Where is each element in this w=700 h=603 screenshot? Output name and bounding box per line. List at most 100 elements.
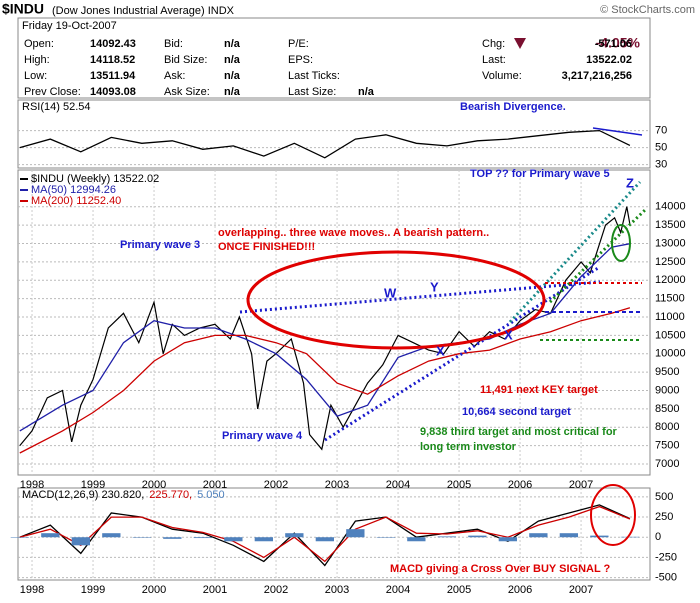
info-label: Last Ticks: bbox=[288, 70, 340, 82]
info-value: 14118.52 bbox=[90, 54, 136, 66]
y-tick-label: 12000 bbox=[655, 274, 686, 286]
histogram-bar bbox=[71, 537, 90, 546]
info-panel: Friday 19-Oct-2007 Open: 14092.43 Bid: n/a P… bbox=[22, 20, 634, 100]
series-line bbox=[19, 504, 631, 567]
histogram-bar bbox=[498, 537, 518, 542]
x-tick-label: 2001 bbox=[203, 479, 227, 491]
y-tick-label: -500 bbox=[655, 571, 677, 583]
info-label: Ask Size: bbox=[164, 86, 210, 98]
x-tick-label: 2003 bbox=[325, 479, 349, 491]
annotation: Y bbox=[430, 279, 439, 294]
x-tick-label: 1998 bbox=[20, 479, 44, 491]
annotation: TOP ?? for Primary wave 5 bbox=[470, 168, 610, 180]
y-tick-label: 70 bbox=[655, 125, 667, 137]
annotation: Primary wave 3 bbox=[120, 239, 200, 251]
y-tick-label: 250 bbox=[655, 511, 673, 523]
y-tick-label: 7500 bbox=[655, 440, 679, 452]
info-label: Bid Size: bbox=[164, 54, 208, 66]
date: Friday 19-Oct-2007 bbox=[22, 20, 117, 32]
x-tick-label: 2001 bbox=[203, 584, 227, 596]
histogram-bar bbox=[41, 533, 60, 538]
info-value: 3,217,216,256 bbox=[561, 70, 632, 82]
legend-label: 225.770, bbox=[149, 489, 192, 501]
y-tick-label: 8000 bbox=[655, 421, 679, 433]
y-tick-label: 10000 bbox=[655, 348, 686, 360]
info-value: 13522.02 bbox=[586, 54, 632, 66]
info-value bbox=[356, 36, 480, 52]
info-box bbox=[17, 17, 651, 99]
histogram-bar bbox=[315, 537, 334, 542]
info-value: 14093.08 bbox=[90, 86, 136, 98]
info-label: High: bbox=[24, 54, 50, 66]
symbol: $INDU bbox=[2, 1, 44, 17]
trendline bbox=[592, 127, 643, 136]
info-label: Open: bbox=[24, 38, 54, 50]
info-value: n/a bbox=[224, 54, 240, 66]
y-tick-label: 10500 bbox=[655, 329, 686, 341]
info-value: n/a bbox=[358, 86, 374, 98]
histogram-bar bbox=[346, 529, 365, 538]
info-label: EPS: bbox=[288, 54, 314, 66]
x-tick-label: 2002 bbox=[264, 479, 288, 491]
legend-label: MACD(12,26,9) 230.820, bbox=[22, 489, 144, 501]
x-tick-label: 2002 bbox=[264, 584, 288, 596]
legend-label: MA(200) 11252.40 bbox=[31, 195, 121, 207]
source: © StockCharts.com bbox=[600, 4, 695, 16]
y-tick-label: 30 bbox=[655, 159, 667, 171]
y-tick-label: 500 bbox=[655, 491, 673, 503]
annotation: Bearish Divergence. bbox=[460, 101, 566, 113]
info-value: n/a bbox=[224, 86, 240, 98]
y-tick-label: 12500 bbox=[655, 256, 686, 268]
histogram-bar bbox=[163, 537, 182, 539]
y-tick-label: 9000 bbox=[655, 384, 679, 396]
info-value bbox=[356, 52, 480, 68]
trendline bbox=[508, 180, 642, 324]
histogram-bar bbox=[254, 537, 273, 542]
info-row: Open: 14092.43 Bid: n/a P/E: Chg: -571.06 bbox=[22, 36, 634, 52]
y-tick-label: 8500 bbox=[655, 403, 679, 415]
info-value: n/a bbox=[224, 70, 240, 82]
histogram-bar bbox=[376, 537, 396, 538]
info-value: 14092.43 bbox=[90, 38, 136, 50]
annotation: 11,491 next KEY target bbox=[480, 384, 598, 396]
x-tick-label: 2007 bbox=[569, 584, 593, 596]
annotation: Z bbox=[626, 175, 634, 190]
rsi-frame bbox=[17, 99, 651, 169]
info-label: Last: bbox=[482, 54, 506, 66]
info-value: n/a bbox=[224, 38, 240, 50]
series-line bbox=[19, 307, 631, 454]
info-row: High: 14118.52 Bid Size: n/a EPS: Last: 13522.… bbox=[22, 52, 634, 68]
x-tick-label: 1999 bbox=[81, 479, 105, 491]
histogram-bar bbox=[620, 536, 640, 538]
x-tick-label: 1999 bbox=[81, 584, 105, 596]
histogram-bar bbox=[193, 537, 212, 539]
symbol-name: (Dow Jones Industrial Average) INDX bbox=[52, 5, 235, 17]
legend-label: MA(50) 12994.26 bbox=[31, 184, 116, 196]
y-tick-label: 7000 bbox=[655, 458, 679, 470]
x-tick-label: 2004 bbox=[386, 584, 410, 596]
histogram-bar bbox=[407, 537, 426, 542]
info-label: Last Size: bbox=[288, 86, 337, 98]
y-tick-label: 11500 bbox=[655, 293, 685, 305]
y-tick-label: 50 bbox=[655, 142, 667, 154]
x-tick-label: 2004 bbox=[386, 479, 410, 491]
annotation: X bbox=[504, 327, 513, 342]
x-tick-label: 2005 bbox=[447, 584, 471, 596]
info-table: Open: 14092.43 Bid: n/a P/E: Chg: -571.06 High:… bbox=[22, 36, 634, 100]
ellipse bbox=[246, 250, 546, 350]
annotation: X bbox=[436, 343, 445, 358]
drawings bbox=[239, 127, 647, 546]
y-tick-label: 0 bbox=[655, 531, 661, 543]
histogram-bar bbox=[285, 533, 304, 538]
x-tick-label: 2006 bbox=[508, 479, 532, 491]
info-label: Bid: bbox=[164, 38, 183, 50]
legend-label: RSI(14) 52.54 bbox=[22, 101, 90, 113]
ellipse bbox=[611, 224, 631, 262]
price-frame bbox=[17, 169, 651, 476]
x-tick-label: 1998 bbox=[20, 584, 44, 596]
info-value bbox=[530, 84, 634, 100]
plot-layer: 30 50 70 RSI(14) 52.54 7000 7500 8000 8500 9000 9… bbox=[10, 101, 686, 596]
x-tick-label: 2000 bbox=[142, 479, 166, 491]
annotation: MACD giving a Cross Over BUY SIGNAL ? bbox=[390, 563, 611, 575]
